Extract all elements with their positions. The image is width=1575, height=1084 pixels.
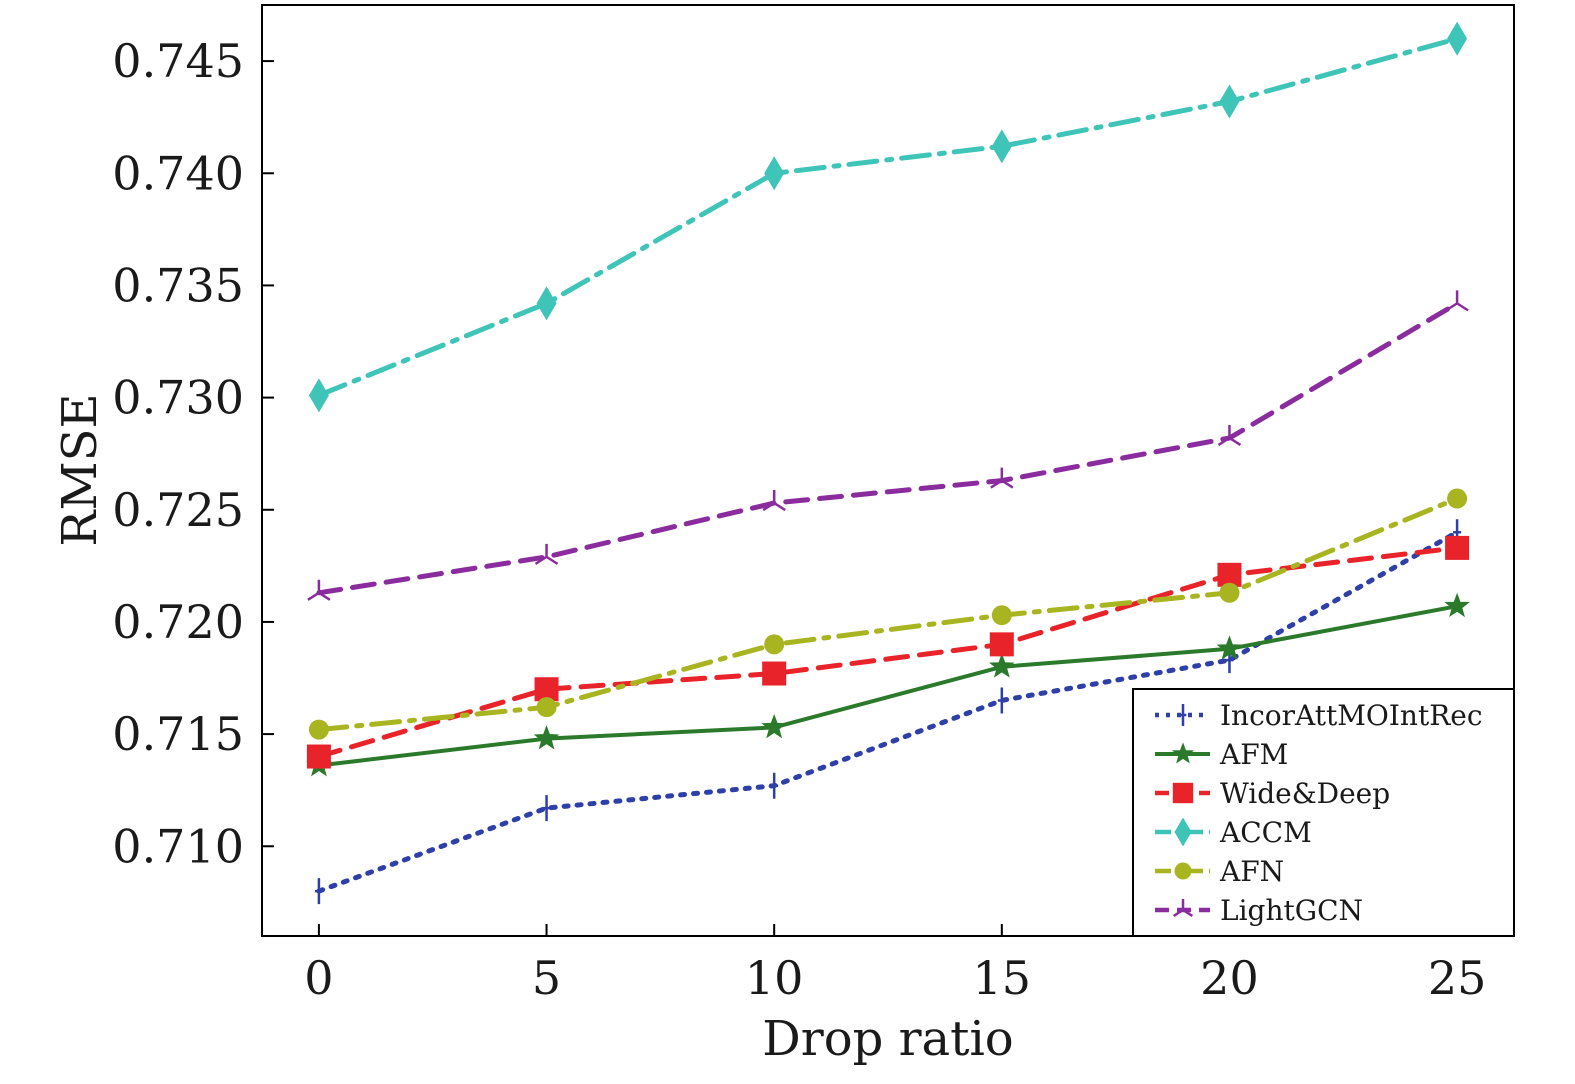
y-tick-label: 0.730 <box>112 371 244 425</box>
series-line <box>316 496 1460 733</box>
x-tick-label: 20 <box>1200 951 1259 1005</box>
point-marker-circle <box>991 605 1012 626</box>
point-marker-circle <box>1174 862 1192 880</box>
point-marker-square <box>306 744 331 769</box>
point-marker-star <box>533 725 560 750</box>
legend-label: IncorAttMOIntRec <box>1220 699 1483 732</box>
legend-item: IncorAttMOIntRec <box>1155 699 1483 732</box>
point-marker-diamond <box>1447 21 1468 56</box>
point-marker-diamond <box>764 156 785 191</box>
y-tick-label: 0.740 <box>112 146 244 200</box>
point-marker-diamond <box>1219 84 1240 119</box>
point-marker-tri <box>1172 898 1194 918</box>
point-marker-tri <box>762 490 786 512</box>
point-marker-diamond <box>1174 817 1192 847</box>
series-lightgcn <box>307 290 1469 601</box>
legend-item: LightGCN <box>1155 894 1363 927</box>
point-marker-plus <box>997 687 1006 714</box>
point-marker-diamond <box>991 129 1012 164</box>
legend-label: ACCM <box>1219 816 1312 849</box>
x-tick-label: 0 <box>304 951 333 1005</box>
point-marker-square <box>989 632 1014 657</box>
legend-item: ACCM <box>1155 816 1312 849</box>
legend-label: AFN <box>1219 855 1284 888</box>
y-tick-label: 0.725 <box>112 483 244 537</box>
point-marker-star <box>761 713 787 739</box>
series-line <box>316 545 1460 759</box>
y-tick-label: 0.735 <box>112 258 244 312</box>
x-tick-label: 25 <box>1428 951 1487 1005</box>
axis-ticks: 0 5 10 15 20 25 0.710 0.715 0.720 0.725 0.730 0.735… <box>112 34 1486 1005</box>
point-marker-star <box>989 653 1015 678</box>
point-marker-square <box>1172 782 1194 804</box>
series-accm <box>308 21 1468 413</box>
legend: IncorAttMOIntRec AFM Wide&Deep ACCM AFN Light… <box>1132 688 1515 937</box>
point-marker-star <box>1216 635 1243 660</box>
plot-frame <box>261 4 1515 937</box>
legend-label: Wide&Deep <box>1220 777 1390 810</box>
y-tick-label: 0.745 <box>112 34 244 88</box>
y-tick-label: 0.710 <box>112 819 244 873</box>
point-marker-plus <box>770 772 779 799</box>
y-tick-label: 0.720 <box>112 595 244 649</box>
point-marker-tri <box>307 579 331 601</box>
point-marker-circle <box>1447 488 1468 509</box>
series-line <box>316 300 1460 596</box>
x-tick-label: 15 <box>973 951 1032 1005</box>
point-marker-diamond <box>308 378 329 413</box>
series-line <box>316 36 1460 398</box>
series-line <box>316 529 1460 894</box>
legend-label: LightGCN <box>1220 894 1363 927</box>
point-marker-circle <box>1219 582 1240 603</box>
point-marker-plus <box>1179 703 1187 727</box>
y-axis-label: RMSE <box>52 393 108 546</box>
legend-label: AFM <box>1219 738 1288 771</box>
point-marker-star <box>1444 592 1470 618</box>
series-layer <box>306 21 1470 905</box>
point-marker-plus <box>314 878 323 905</box>
series-incorattmointrec <box>314 519 1462 905</box>
point-marker-diamond <box>536 286 557 321</box>
point-marker-tri <box>534 543 559 565</box>
y-tick-label: 0.715 <box>112 707 244 761</box>
point-marker-square <box>762 661 787 686</box>
point-marker-circle <box>764 634 785 655</box>
point-marker-tri <box>1445 290 1469 312</box>
x-axis-label: Drop ratio <box>762 1011 1013 1067</box>
legend-item: Wide&Deep <box>1155 777 1390 810</box>
point-marker-tri <box>1217 424 1242 447</box>
point-marker-star <box>1171 742 1195 764</box>
point-marker-plus <box>542 795 551 822</box>
point-marker-square <box>1445 535 1470 560</box>
x-tick-label: 5 <box>532 951 561 1005</box>
x-tick-label: 10 <box>745 951 804 1005</box>
point-marker-tri <box>990 467 1014 489</box>
legend-box <box>1132 688 1515 937</box>
point-marker-circle <box>536 697 557 718</box>
point-marker-circle <box>308 719 329 740</box>
series-afn <box>308 488 1468 740</box>
legend-item: AFN <box>1155 855 1284 888</box>
legend-item: AFM <box>1155 738 1288 771</box>
series-line <box>316 604 1460 768</box>
